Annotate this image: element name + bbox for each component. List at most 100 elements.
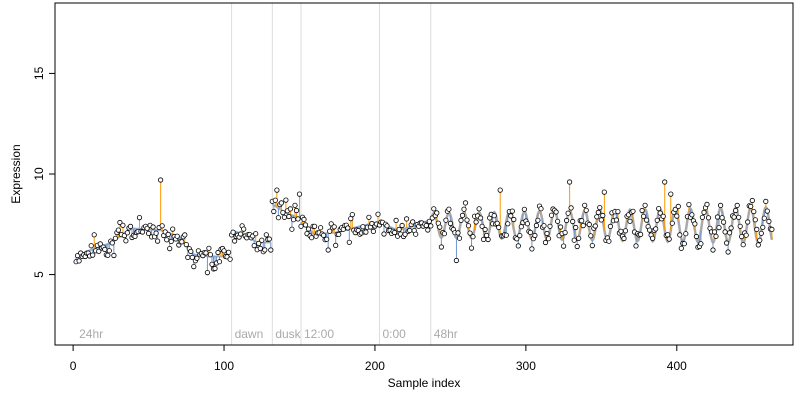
data-point bbox=[256, 240, 262, 246]
data-point bbox=[722, 229, 728, 235]
data-point bbox=[227, 256, 233, 262]
data-point bbox=[622, 228, 629, 234]
data-point bbox=[251, 243, 257, 249]
data-point bbox=[325, 247, 331, 253]
data-point bbox=[473, 219, 479, 225]
data-point bbox=[734, 202, 740, 208]
data-point bbox=[675, 203, 681, 209]
data-point bbox=[280, 210, 286, 216]
data-point bbox=[428, 223, 434, 229]
data-point bbox=[203, 250, 209, 256]
data-point bbox=[168, 238, 174, 244]
data-point bbox=[458, 217, 464, 223]
data-point bbox=[278, 200, 284, 206]
data-point bbox=[206, 245, 212, 251]
data-point bbox=[311, 223, 318, 229]
data-point bbox=[477, 215, 484, 221]
data-point bbox=[381, 231, 387, 237]
data-point bbox=[91, 232, 97, 238]
data-point bbox=[324, 236, 330, 242]
data-point bbox=[301, 216, 307, 222]
data-point bbox=[90, 252, 96, 258]
data-point bbox=[446, 206, 452, 212]
data-point bbox=[423, 222, 429, 229]
data-point bbox=[438, 244, 444, 250]
data-point bbox=[403, 216, 410, 222]
data-point bbox=[271, 208, 277, 215]
region-label: 24hr bbox=[79, 327, 103, 341]
data-point bbox=[719, 215, 725, 221]
data-point bbox=[453, 257, 459, 264]
data-point bbox=[174, 233, 180, 239]
data-point bbox=[716, 225, 722, 231]
data-point bbox=[216, 259, 223, 265]
data-point bbox=[681, 241, 687, 247]
y-axis: 5 10 15 bbox=[32, 66, 55, 278]
data-point bbox=[503, 232, 509, 238]
data-point bbox=[437, 224, 443, 230]
data-point bbox=[204, 269, 210, 276]
data-point bbox=[649, 235, 656, 241]
data-point bbox=[485, 236, 491, 243]
data-point bbox=[497, 187, 503, 193]
data-point bbox=[345, 225, 351, 231]
data-point bbox=[725, 249, 731, 255]
data-point bbox=[704, 201, 710, 207]
data-point bbox=[601, 189, 607, 195]
data-point bbox=[665, 232, 671, 238]
data-point bbox=[293, 207, 300, 214]
data-point bbox=[713, 233, 719, 239]
data-point bbox=[607, 223, 614, 229]
data-point bbox=[508, 213, 514, 219]
data-point bbox=[761, 215, 767, 221]
data-point bbox=[758, 230, 764, 236]
data-point bbox=[476, 206, 482, 212]
data-point bbox=[410, 219, 416, 225]
data-point bbox=[674, 213, 680, 219]
data-point bbox=[579, 218, 585, 224]
data-points bbox=[73, 177, 775, 276]
data-point bbox=[479, 223, 485, 229]
data-point bbox=[443, 217, 449, 223]
data-point bbox=[185, 254, 191, 260]
x-tick-label: 0 bbox=[70, 359, 77, 373]
data-point bbox=[289, 226, 295, 232]
data-point bbox=[480, 236, 487, 242]
data-point bbox=[290, 217, 297, 223]
data-point bbox=[431, 206, 437, 212]
data-point bbox=[393, 217, 399, 223]
data-point bbox=[511, 216, 517, 223]
data-point bbox=[613, 217, 620, 223]
data-point bbox=[657, 210, 663, 216]
data-point bbox=[447, 220, 453, 226]
x-tick-label: 100 bbox=[214, 359, 234, 373]
data-point bbox=[571, 237, 577, 243]
data-point bbox=[257, 245, 263, 251]
data-point bbox=[333, 242, 339, 248]
data-point bbox=[207, 252, 213, 258]
data-point bbox=[496, 224, 502, 230]
data-point bbox=[743, 232, 749, 238]
data-point bbox=[363, 229, 369, 235]
data-point bbox=[491, 213, 497, 219]
region-label: 48hr bbox=[434, 327, 458, 341]
x-axis: 0 100 200 300 400 bbox=[70, 345, 687, 373]
data-point bbox=[194, 255, 200, 261]
data-point bbox=[349, 212, 355, 218]
y-tick-label: 15 bbox=[32, 66, 46, 80]
data-point bbox=[209, 261, 215, 267]
data-point bbox=[541, 223, 547, 229]
data-point bbox=[462, 200, 469, 206]
data-point bbox=[139, 229, 146, 235]
data-point bbox=[521, 206, 528, 212]
data-point bbox=[660, 213, 666, 219]
y-tick-label: 5 bbox=[32, 271, 46, 278]
data-point bbox=[183, 242, 189, 248]
data-point bbox=[583, 207, 589, 213]
data-point bbox=[668, 191, 674, 197]
data-point bbox=[112, 235, 119, 241]
data-point bbox=[253, 231, 259, 237]
data-point bbox=[158, 177, 164, 183]
data-point bbox=[287, 206, 293, 212]
data-point bbox=[263, 232, 269, 238]
